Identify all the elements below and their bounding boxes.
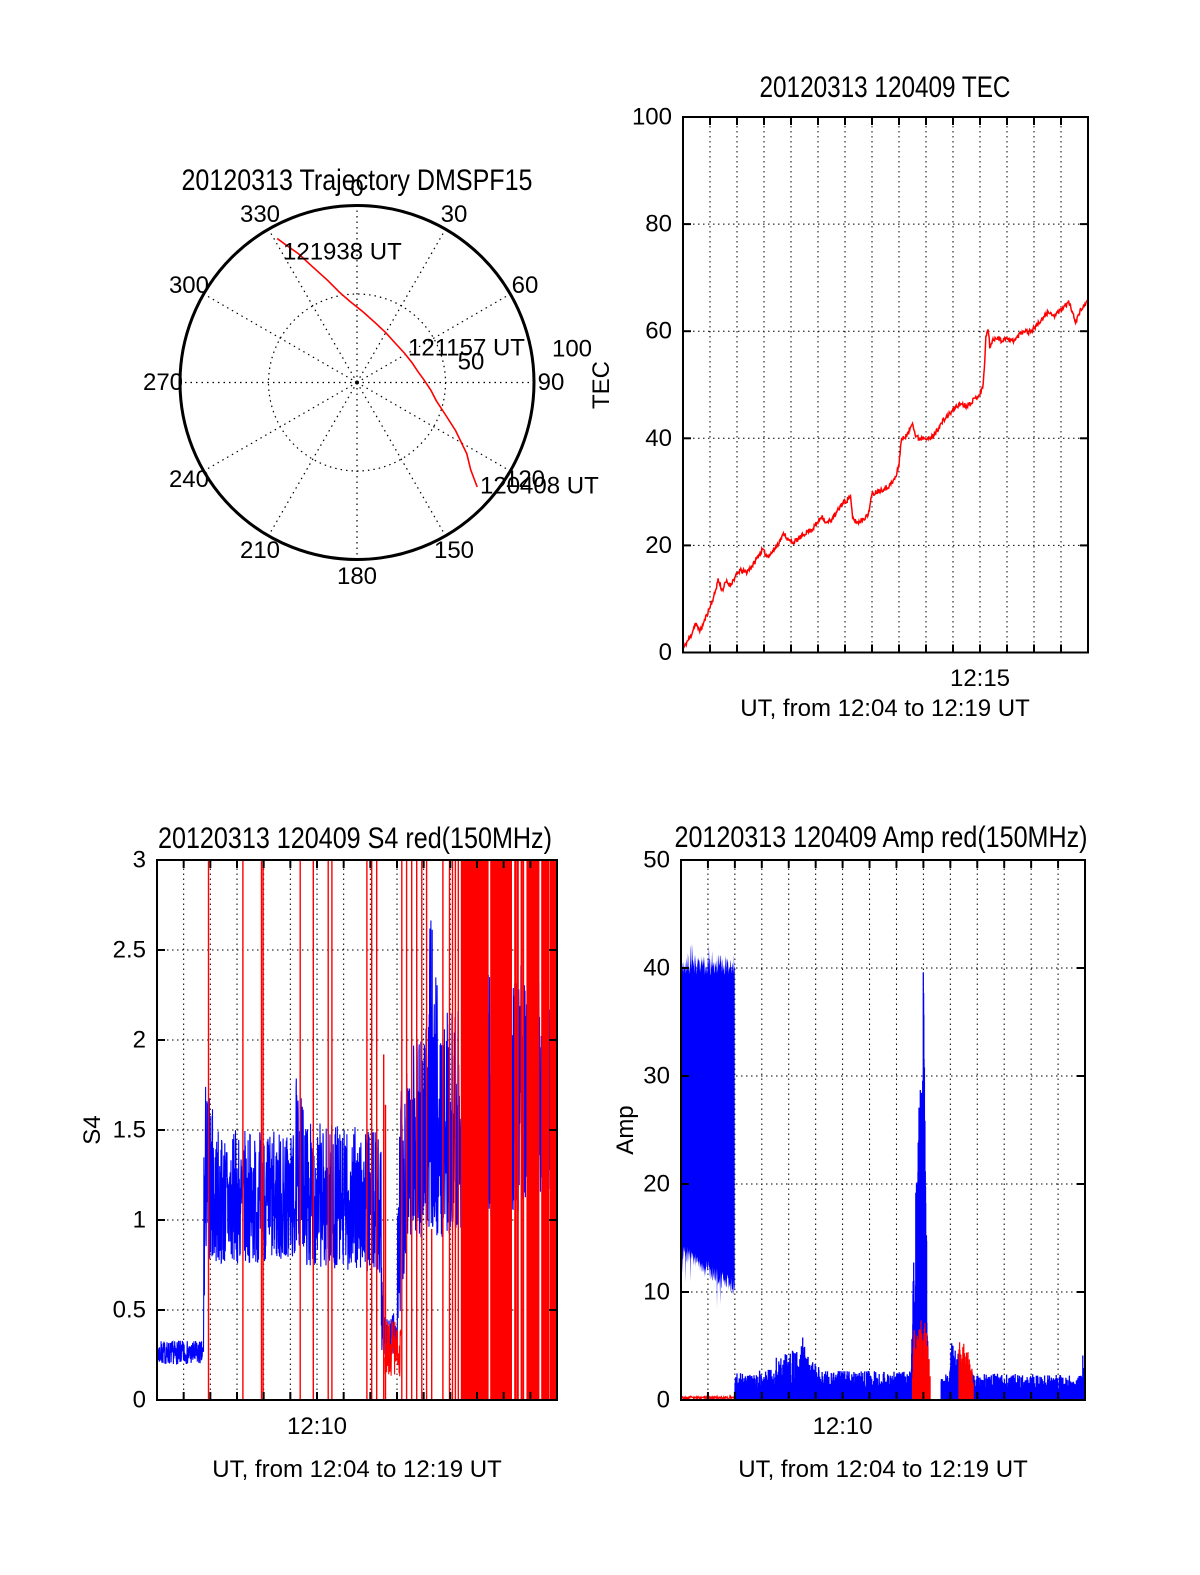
tec-title: 20120313 120409 TEC	[760, 71, 1011, 104]
polar-angle-label: 330	[240, 201, 280, 228]
amp-ytick-label: 40	[643, 955, 670, 982]
tec-ytick-label: 0	[659, 639, 672, 666]
tec-line	[682, 298, 1089, 650]
polar-radial-label: 100	[552, 336, 592, 363]
tec-xlabel: UT, from 12:04 to 12:19 UT	[740, 695, 1030, 722]
tec-grid	[683, 117, 1088, 653]
trajectory-polar-plot: 0 30 60 90 120 150 180 210 240 270 300 330 50 100 1219…	[143, 164, 599, 590]
polar-angle-label: 240	[169, 466, 209, 493]
polar-angle-label: 30	[441, 201, 468, 228]
tec-ytick-label: 40	[645, 425, 672, 452]
amp-ylabel: Amp	[612, 1105, 639, 1154]
s4-ytick-label: 3	[133, 847, 146, 874]
amp-grid	[681, 860, 1085, 1400]
s4-xlabel: UT, from 12:04 to 12:19 UT	[212, 1456, 502, 1483]
tec-xtick-label: 12:15	[950, 665, 1010, 692]
s4-red-spikes	[207, 860, 558, 1400]
s4-ytick-label: 0	[133, 1387, 146, 1414]
polar-angle-label: 210	[240, 537, 280, 564]
amp-blue-series	[734, 972, 1086, 1400]
tec-ylabel: TEC	[588, 361, 615, 409]
s4-ytick-label: 2	[133, 1027, 146, 1054]
tec-ticks	[683, 116, 1088, 654]
s4-ticks	[157, 859, 557, 1401]
trajectory-time-annotation: 121157 UT	[408, 335, 525, 362]
amp-red-series	[912, 1320, 974, 1400]
polar-angle-label: 60	[512, 272, 539, 299]
polar-angle-label: 270	[143, 369, 183, 396]
polar-angle-label: 300	[169, 272, 209, 299]
polar-radial-label: 50	[458, 349, 485, 376]
s4-ylabel: S4	[79, 1115, 106, 1144]
polar-angle-label: 180	[337, 563, 377, 590]
s4-chart: 0 0.5 1 1.5 2 2.5 3 12:10 20120313 120409 S4 red…	[79, 822, 558, 1483]
s4-ytick-label: 2.5	[113, 937, 146, 964]
amp-xlabel: UT, from 12:04 to 12:19 UT	[738, 1456, 1028, 1483]
polar-ring-50	[267, 293, 447, 472]
tec-chart: 0 20 40 60 80 100 12:15 20120313 120409 TEC UT, …	[588, 71, 1089, 722]
amp-ytick-label: 20	[643, 1171, 670, 1198]
amp-ytick-label: 0	[657, 1387, 670, 1414]
trajectory-time-annotation: 121938 UT	[283, 239, 402, 266]
polar-angle-label: 120	[505, 466, 545, 493]
polar-angle-label: 90	[538, 369, 565, 396]
amp-ticks	[681, 859, 1085, 1401]
tec-ytick-label: 20	[645, 532, 672, 559]
tec-ytick-label: 100	[632, 104, 672, 131]
amp-ytick-label: 10	[643, 1279, 670, 1306]
amp-ytick-label: 50	[643, 847, 670, 874]
polar-center-dot	[355, 380, 359, 385]
trajectory-title: 20120313 Trajectory DMSPF15	[182, 164, 533, 197]
amp-title: 20120313 120409 Amp red(150MHz)	[675, 821, 1088, 854]
tec-ytick-label: 80	[645, 211, 672, 238]
amp-ytick-label: 30	[643, 1063, 670, 1090]
polar-angle-label: 0	[350, 175, 363, 202]
tec-axes-box	[682, 116, 1089, 654]
polar-outer-circle	[178, 204, 536, 561]
trajectory-path	[276, 237, 478, 488]
amp-chart: 0 10 20 30 40 50 12:10 20120313 120409 Amp red(…	[612, 821, 1088, 1483]
amp-xtick-label: 12:10	[813, 1413, 873, 1440]
amp-blue-block	[681, 944, 735, 1309]
trajectory-time-annotation: 120408 UT	[480, 473, 599, 500]
s4-title: 20120313 120409 S4 red(150MHz)	[158, 822, 552, 855]
amp-axes-box	[680, 859, 1086, 1401]
s4-xtick-label: 12:10	[287, 1413, 347, 1440]
polar-angle-label: 150	[434, 537, 474, 564]
s4-ytick-label: 0.5	[113, 1297, 146, 1324]
s4-ytick-label: 1	[133, 1207, 146, 1234]
s4-red-noise	[384, 1320, 402, 1377]
s4-ytick-label: 1.5	[113, 1117, 146, 1144]
tec-ytick-label: 60	[645, 318, 672, 345]
